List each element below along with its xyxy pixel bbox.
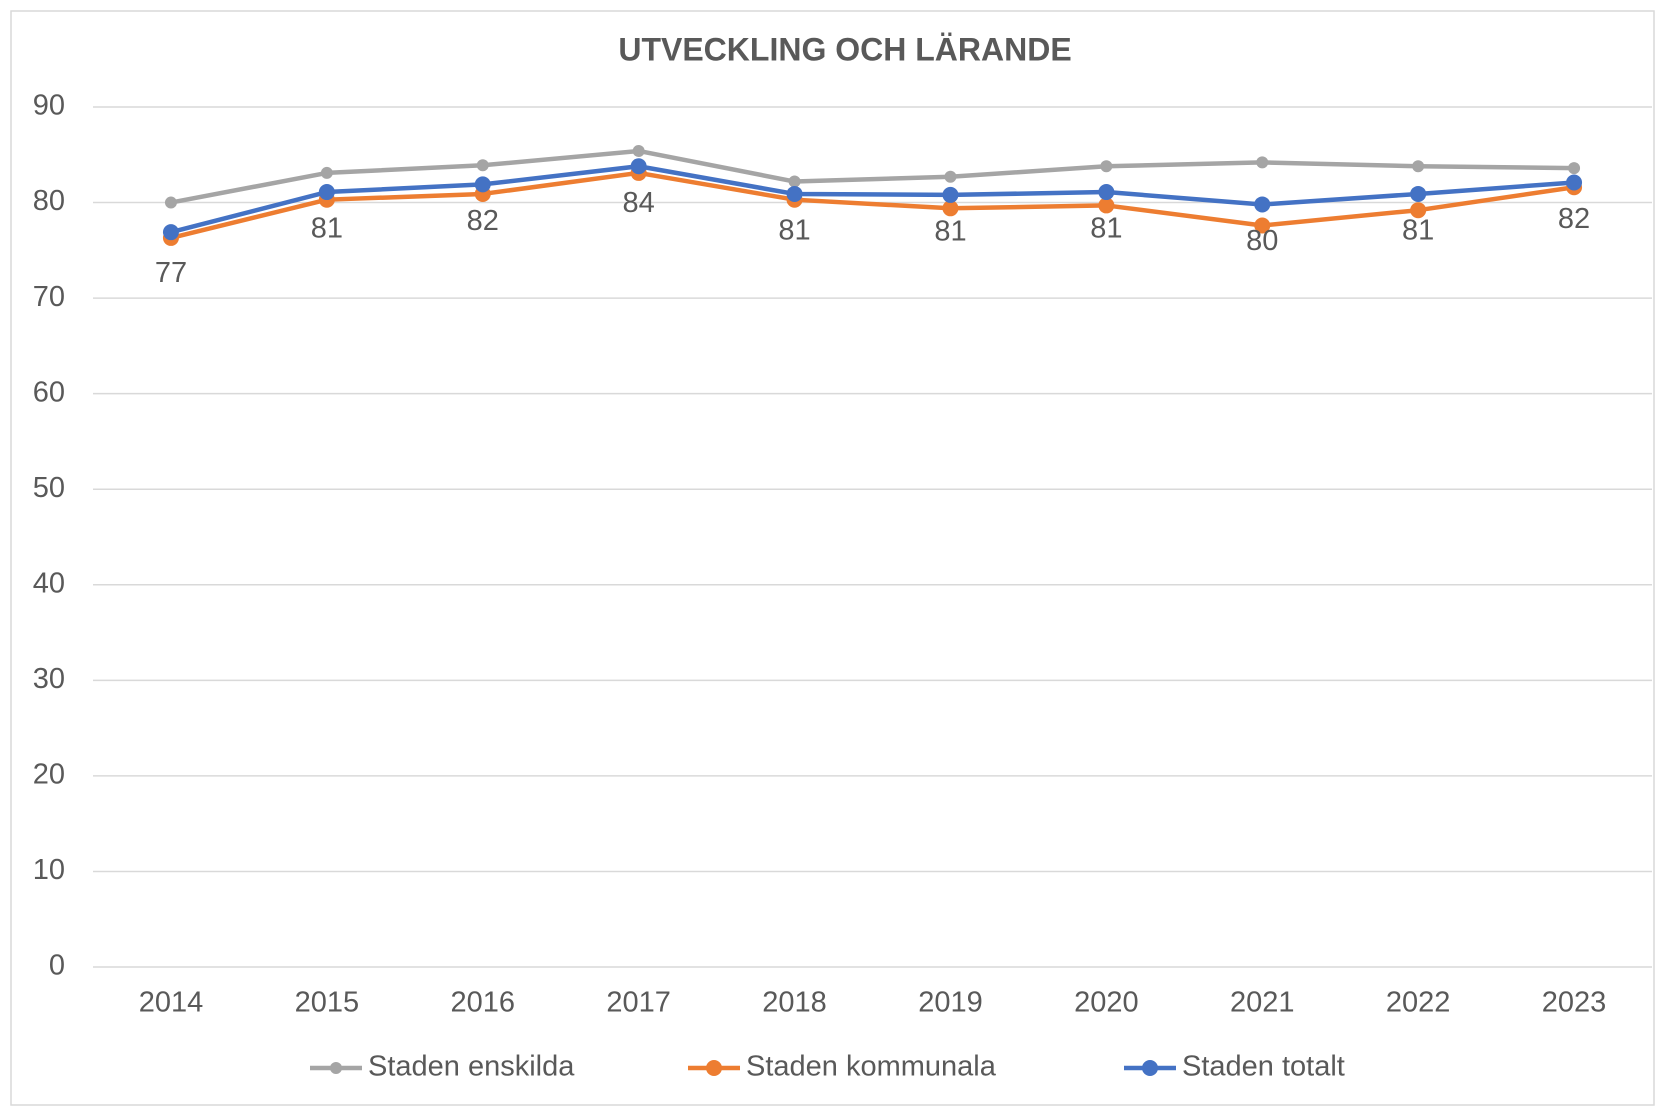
y-tick-label: 60 <box>33 376 65 408</box>
y-tick-label: 0 <box>49 950 65 982</box>
point <box>1566 174 1583 191</box>
series-line <box>170 163 1575 235</box>
point <box>1254 217 1271 234</box>
y-tick-label: 40 <box>33 567 65 599</box>
point <box>1412 160 1425 173</box>
point <box>1410 202 1427 219</box>
data-label: 81 <box>1402 215 1434 247</box>
point <box>944 170 957 183</box>
point <box>162 224 179 241</box>
data-label: 82 <box>467 205 499 237</box>
point <box>1100 160 1113 173</box>
y-tick-label: 70 <box>33 281 65 313</box>
x-tick-label: 2018 <box>762 987 827 1019</box>
point <box>942 186 959 203</box>
y-tick-label: 50 <box>33 472 65 504</box>
point <box>1256 156 1269 169</box>
point <box>632 144 645 157</box>
point <box>164 196 177 209</box>
x-tick-label: 2017 <box>606 987 671 1019</box>
x-tick-label: 2015 <box>295 987 360 1019</box>
y-tick-label: 80 <box>33 185 65 217</box>
y-tick-label: 30 <box>33 663 65 695</box>
legend-label: Staden kommunala <box>746 1051 997 1083</box>
legend-marker <box>1142 1060 1158 1076</box>
x-tick-label: 2022 <box>1386 987 1451 1019</box>
data-label: 81 <box>311 213 343 245</box>
point <box>1254 196 1271 213</box>
point <box>786 185 803 202</box>
data-label: 80 <box>1246 225 1278 257</box>
x-tick-label: 2021 <box>1230 987 1295 1019</box>
series-line <box>170 148 1575 205</box>
chart-frame <box>10 10 1655 1106</box>
data-label: 81 <box>1090 213 1122 245</box>
y-tick-label: 20 <box>33 759 65 791</box>
x-tick-label: 2014 <box>139 987 204 1019</box>
point <box>474 176 491 193</box>
point <box>1098 184 1115 201</box>
data-label: 84 <box>623 187 655 219</box>
x-tick-label: 2023 <box>1542 987 1607 1019</box>
data-label: 77 <box>155 257 187 289</box>
point <box>1568 162 1581 175</box>
x-tick-label: 2020 <box>1074 987 1139 1019</box>
point <box>318 184 335 201</box>
point <box>476 159 489 172</box>
data-label: 81 <box>778 215 810 247</box>
point <box>788 175 801 188</box>
point <box>1410 185 1427 202</box>
legend-marker <box>706 1060 722 1076</box>
y-tick-label: 90 <box>33 90 65 122</box>
legend-label: Staden enskilda <box>368 1051 575 1083</box>
legend-marker <box>330 1062 342 1074</box>
legend-label: Staden totalt <box>1182 1051 1345 1083</box>
point <box>320 166 333 179</box>
point <box>1098 197 1115 214</box>
series-line <box>170 170 1575 241</box>
x-tick-label: 2019 <box>918 987 983 1019</box>
y-tick-label: 10 <box>33 854 65 886</box>
chart-title: UTVECKLING OCH LÄRANDE <box>618 31 1071 67</box>
data-label: 81 <box>934 216 966 248</box>
point <box>942 200 959 217</box>
data-label: 82 <box>1558 203 1590 235</box>
point <box>630 158 647 175</box>
x-tick-label: 2016 <box>450 987 515 1019</box>
